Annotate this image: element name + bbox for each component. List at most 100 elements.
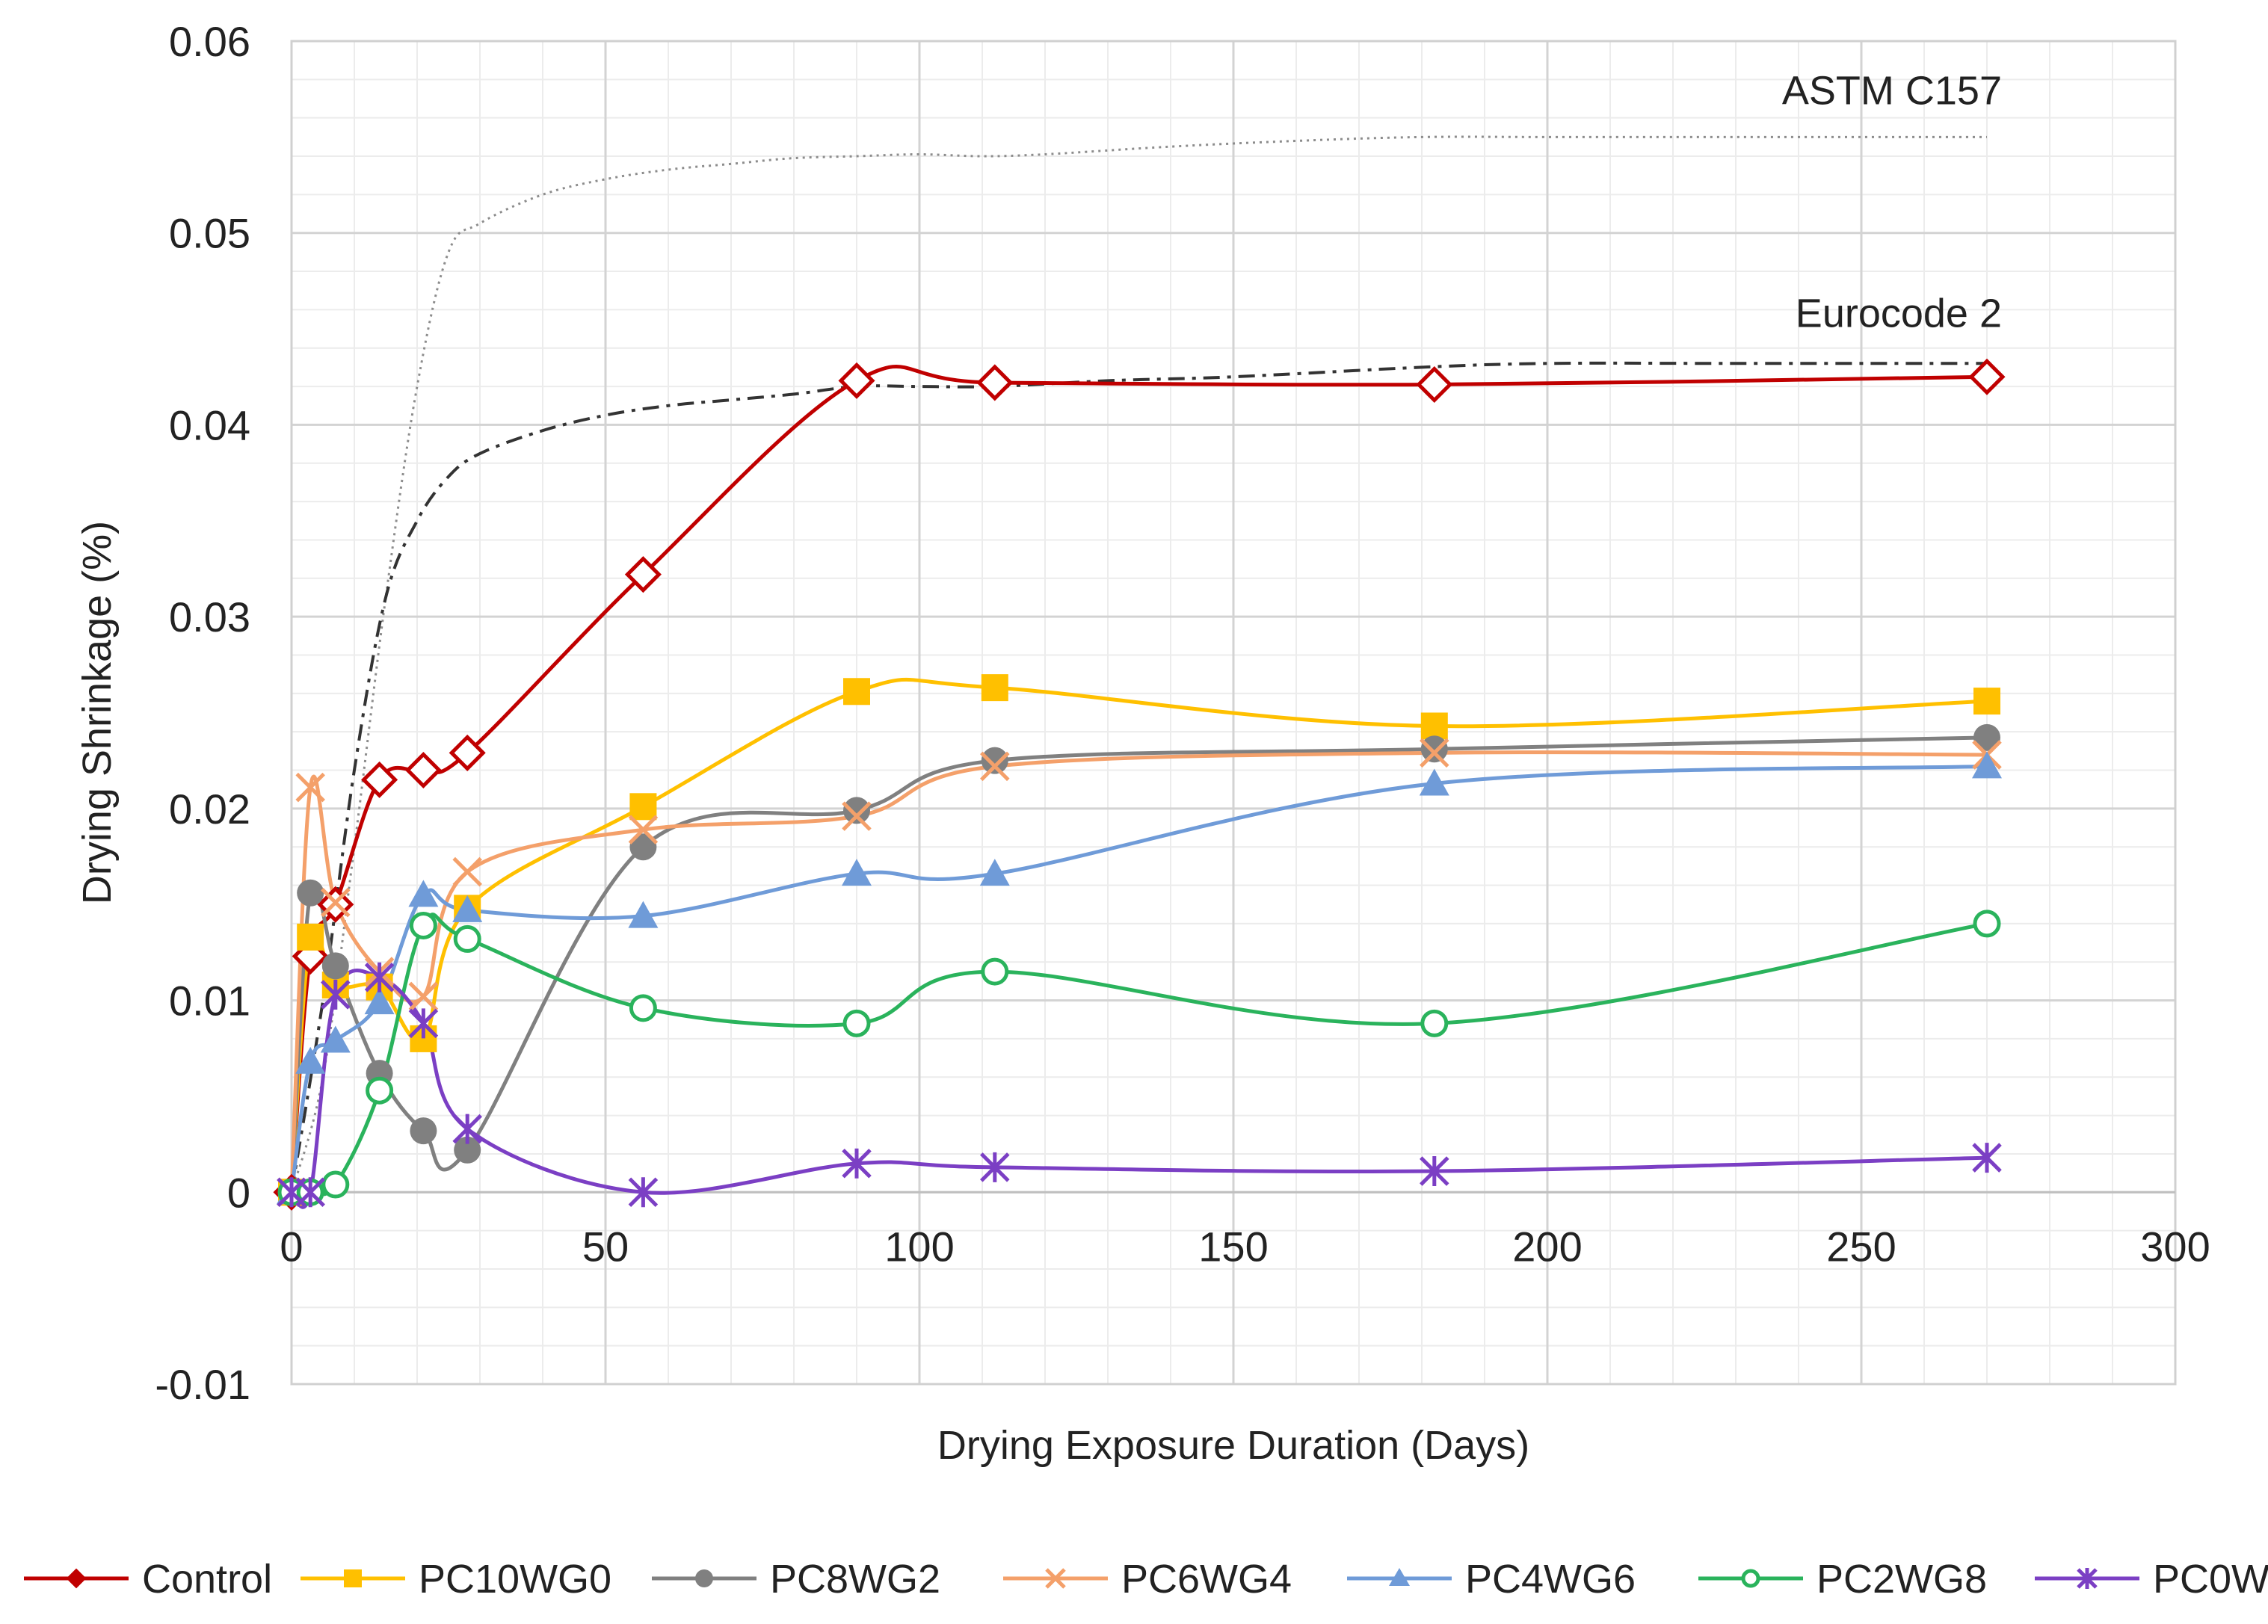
- legend-marker-pc10wg0: [344, 1569, 362, 1587]
- legend-marker-pc2wg8: [1741, 1569, 1760, 1588]
- data-point-pc4wg6: [1972, 751, 2002, 779]
- data-point-control: [404, 751, 442, 789]
- data-point-pc8wg2: [981, 747, 1008, 774]
- data-point-pc6wg4: [1420, 738, 1449, 768]
- data-point-control: [449, 734, 486, 771]
- data-point-pc4wg6: [628, 901, 659, 928]
- y-tick-label: 0: [227, 1169, 250, 1216]
- legend-label-pc10wg0: PC10WG0: [419, 1557, 611, 1602]
- legend-item-pc2wg8: PC2WG8: [1698, 1557, 1987, 1602]
- data-point-control: [1416, 365, 1453, 404]
- data-point-pc8wg2: [321, 952, 349, 980]
- y-tick-label: -0.01: [155, 1361, 250, 1408]
- y-axis-tick-labels: -0.01 0 0.01 0.02 0.03 0.04 0.05 0.06: [155, 18, 250, 1408]
- data-point-pc0wg10: [364, 962, 395, 992]
- series-line-pc6wg4: [289, 750, 1988, 1193]
- legend-marker-pc4wg6: [1389, 1568, 1410, 1586]
- legend-item-pc4wg6: PC4WG6: [1347, 1557, 1636, 1602]
- data-point-pc6wg4: [408, 981, 439, 1012]
- x-axis-title: Drying Exposure Duration (Days): [937, 1423, 1529, 1468]
- y-tick-label: 0.06: [169, 18, 250, 65]
- data-point-pc4wg6: [979, 859, 1010, 886]
- data-point-pc10wg0: [629, 793, 657, 821]
- legend-item-pc8wg2: PC8WG2: [652, 1557, 940, 1602]
- x-axis-tick-labels: 0 50 100 150 200 250 300: [280, 1223, 2210, 1270]
- data-point-pc4wg6: [452, 895, 483, 922]
- legend-marker-control: [66, 1568, 87, 1589]
- data-point-pc6wg4: [842, 801, 872, 831]
- y-tick-label: 0.05: [169, 210, 250, 257]
- x-tick-label: 300: [2140, 1223, 2210, 1270]
- data-point-pc0wg10: [842, 1148, 872, 1179]
- legend-label-pc4wg6: PC4WG6: [1465, 1557, 1636, 1602]
- series-markers-pc4wg6: [277, 751, 2002, 1205]
- data-point-pc2wg8: [842, 1009, 871, 1037]
- reference-curves: [290, 135, 1987, 1193]
- legend-item-pc10wg0: PC10WG0: [301, 1557, 611, 1602]
- data-point-control: [838, 362, 875, 399]
- data-point-pc4wg6: [295, 1046, 326, 1074]
- series-line-pc8wg2: [289, 735, 1988, 1193]
- data-point-pc8wg2: [1973, 723, 2000, 751]
- data-point-pc2wg8: [453, 924, 481, 953]
- data-point-pc0wg10: [452, 1114, 482, 1144]
- data-point-pc4wg6: [320, 1025, 351, 1053]
- legend-marker-pc0wg10: [2077, 1568, 2098, 1589]
- legend-marker-pc8wg2: [695, 1569, 713, 1587]
- reference-curve-eurocode-2: [290, 361, 1987, 1193]
- annotation-astm-c157: ASTM C157: [1782, 69, 2002, 114]
- data-point-control: [976, 364, 1014, 401]
- data-point-pc2wg8: [1420, 1009, 1449, 1037]
- legend-label-pc6wg4: PC6WG4: [1121, 1557, 1292, 1602]
- data-point-pc8wg2: [454, 1136, 481, 1164]
- reference-curve-astm-c157: [290, 135, 1987, 1193]
- data-point-pc2wg8: [629, 994, 657, 1022]
- y-axis-title: Drying Shrinkage (%): [75, 521, 120, 904]
- data-point-control: [361, 761, 398, 798]
- legend-item-control: Control: [24, 1557, 272, 1602]
- legend-label-pc2wg8: PC2WG8: [1816, 1557, 1987, 1602]
- data-point-pc8wg2: [629, 833, 657, 861]
- x-tick-label: 150: [1198, 1223, 1268, 1270]
- series-markers-pc0wg10: [277, 962, 2002, 1208]
- data-point-pc10wg0: [297, 923, 324, 951]
- data-point-pc6wg4: [452, 856, 482, 887]
- data-point-pc0wg10: [321, 979, 351, 1010]
- data-point-control: [624, 556, 662, 593]
- data-point-pc6wg4: [321, 887, 351, 918]
- data-point-pc4wg6: [364, 987, 395, 1015]
- x-tick-label: 100: [884, 1223, 954, 1270]
- legend-item-pc6wg4: PC6WG4: [1003, 1557, 1292, 1602]
- data-point-pc2wg8: [409, 911, 437, 939]
- y-tick-label: 0.04: [169, 401, 250, 448]
- x-tick-label: 50: [582, 1223, 629, 1270]
- data-point-pc10wg0: [1973, 688, 2000, 715]
- data-point-pc0wg10: [1420, 1156, 1449, 1187]
- data-point-pc4wg6: [842, 859, 872, 886]
- legend-marker-pc6wg4: [1045, 1568, 1066, 1589]
- annotation-eurocode-2: Eurocode 2: [1796, 291, 2002, 336]
- data-point-pc6wg4: [980, 751, 1010, 782]
- legend-item-pc0wg10: PC0WG10: [2035, 1557, 2268, 1602]
- data-point-pc0wg10: [980, 1152, 1010, 1182]
- data-point-pc8wg2: [1420, 735, 1448, 763]
- data-point-control: [1968, 358, 2006, 395]
- data-point-pc10wg0: [1420, 712, 1448, 740]
- data-point-pc6wg4: [628, 815, 659, 845]
- data-point-pc8wg2: [410, 1117, 437, 1145]
- y-tick-label: 0.01: [169, 978, 250, 1025]
- data-point-pc8wg2: [843, 797, 870, 824]
- data-point-pc4wg6: [408, 880, 439, 907]
- x-tick-label: 0: [280, 1223, 303, 1270]
- x-tick-label: 250: [1826, 1223, 1896, 1270]
- data-point-pc2wg8: [1973, 910, 2001, 938]
- plot-area-border: [290, 40, 2177, 1386]
- data-point-pc0wg10: [408, 1008, 439, 1039]
- data-point-pc2wg8: [981, 957, 1009, 986]
- data-point-pc10wg0: [843, 678, 870, 706]
- data-point-pc10wg0: [981, 674, 1008, 702]
- y-tick-label: 0.03: [169, 593, 250, 640]
- data-point-pc0wg10: [1972, 1143, 2002, 1173]
- x-tick-label: 200: [1512, 1223, 1582, 1270]
